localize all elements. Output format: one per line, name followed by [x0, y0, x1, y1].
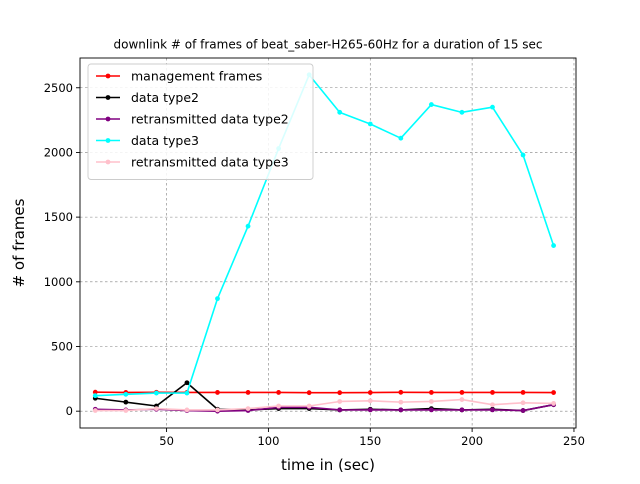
data-point-data-type3 — [92, 393, 98, 399]
y-axis-ticks: 0 500 1000 1500 2000 2500 — [44, 81, 80, 418]
data-point-retransmitted-data-type3 — [92, 408, 98, 413]
legend-box — [87, 63, 314, 180]
data-point-retransmitted-data-type3 — [398, 399, 404, 405]
series-line-retransmitted-data-type3 — [95, 398, 554, 412]
legend: management frames data type2 retransmitted… — [87, 63, 314, 180]
data-point-data-type3 — [367, 121, 373, 127]
legend-label: retransmitted data type2 — [131, 112, 289, 127]
data-point-retransmitted-data-type3 — [490, 402, 495, 408]
data-point-management-frames — [520, 390, 526, 395]
data-point-management-frames — [245, 390, 251, 395]
data-point-management-frames — [459, 390, 465, 395]
legend-marker — [105, 116, 111, 122]
data-point-data-type3 — [337, 109, 343, 115]
data-point-data-type3 — [490, 104, 495, 110]
data-point-data-type3 — [520, 152, 526, 158]
x-tick-label: 100 — [257, 434, 279, 448]
data-point-retransmitted-data-type2 — [459, 407, 465, 413]
data-point-data-type3 — [398, 135, 404, 141]
data-point-retransmitted-data-type2 — [490, 407, 495, 413]
series-layer — [92, 72, 556, 414]
x-tick-label: 200 — [461, 434, 483, 448]
series-retransmitted-data-type3 — [92, 397, 556, 413]
data-point-retransmitted-data-type3 — [367, 398, 373, 404]
legend-label: data type2 — [131, 90, 199, 105]
legend-item: retransmitted data type3 — [96, 155, 289, 170]
chart-title: downlink # of frames of beat_saber-H265-… — [113, 38, 542, 52]
data-point-management-frames — [215, 390, 220, 395]
legend-item: management frames — [96, 69, 262, 84]
data-point-retransmitted-data-type3 — [153, 406, 159, 411]
data-point-retransmitted-data-type2 — [428, 407, 434, 413]
data-point-data-type2 — [184, 380, 190, 386]
y-tick-label: 500 — [51, 339, 73, 353]
data-point-retransmitted-data-type3 — [123, 408, 129, 413]
data-point-data-type3 — [551, 243, 556, 248]
legend-item: data type2 — [96, 90, 199, 105]
data-point-retransmitted-data-type3 — [459, 397, 465, 402]
y-tick-label: 1000 — [44, 275, 73, 289]
data-point-retransmitted-data-type2 — [398, 407, 404, 413]
legend-marker — [105, 95, 111, 100]
data-point-management-frames — [490, 390, 495, 395]
y-tick-label: 1500 — [44, 210, 73, 224]
data-point-management-frames — [306, 390, 312, 396]
x-tick-label: 250 — [563, 434, 585, 448]
data-point-retransmitted-data-type3 — [215, 407, 220, 413]
data-point-data-type3 — [215, 296, 220, 302]
data-point-management-frames — [367, 390, 373, 395]
legend-label: retransmitted data type3 — [131, 155, 289, 170]
data-point-management-frames — [92, 389, 98, 395]
data-point-retransmitted-data-type3 — [428, 399, 434, 404]
data-point-retransmitted-data-type3 — [520, 400, 526, 406]
data-point-management-frames — [276, 390, 282, 395]
x-axis-label: time in (sec) — [281, 456, 375, 474]
data-point-management-frames — [551, 390, 556, 395]
data-point-retransmitted-data-type2 — [337, 407, 343, 413]
data-point-data-type3 — [245, 223, 251, 229]
data-point-data-type3 — [459, 109, 465, 115]
data-point-retransmitted-data-type2 — [367, 407, 373, 413]
x-tick-label: 50 — [159, 434, 174, 448]
y-tick-label: 0 — [66, 404, 73, 418]
legend-marker — [105, 73, 111, 79]
data-point-data-type3 — [428, 102, 434, 107]
plot-area-frame — [79, 57, 577, 429]
legend-marker — [105, 138, 111, 143]
legend-item: retransmitted data type2 — [96, 112, 289, 127]
legend-label: management frames — [131, 69, 262, 84]
legend-item: data type3 — [96, 133, 199, 148]
legend-marker — [105, 159, 111, 165]
data-point-retransmitted-data-type3 — [337, 399, 343, 404]
data-point-retransmitted-data-type3 — [184, 407, 190, 413]
data-point-data-type2 — [123, 399, 129, 405]
data-point-data-type3 — [184, 390, 190, 396]
legend-label: data type3 — [131, 133, 199, 148]
series-line-data-type3 — [95, 74, 555, 397]
data-point-management-frames — [398, 389, 404, 395]
data-point-retransmitted-data-type3 — [306, 403, 312, 409]
y-tick-label: 2500 — [44, 81, 73, 95]
data-point-data-type3 — [153, 390, 159, 396]
y-tick-label: 2000 — [44, 145, 73, 159]
data-point-retransmitted-data-type3 — [276, 403, 282, 409]
data-point-data-type3 — [123, 391, 129, 397]
data-point-management-frames — [337, 390, 343, 396]
data-point-management-frames — [428, 390, 434, 395]
x-axis-ticks: 50 100 150 200 250 — [159, 428, 585, 448]
data-point-retransmitted-data-type2 — [520, 408, 526, 413]
data-point-retransmitted-data-type3 — [245, 406, 251, 411]
y-axis-label: # of frames — [10, 198, 28, 287]
data-point-retransmitted-data-type3 — [551, 401, 556, 406]
x-tick-label: 150 — [359, 434, 381, 448]
